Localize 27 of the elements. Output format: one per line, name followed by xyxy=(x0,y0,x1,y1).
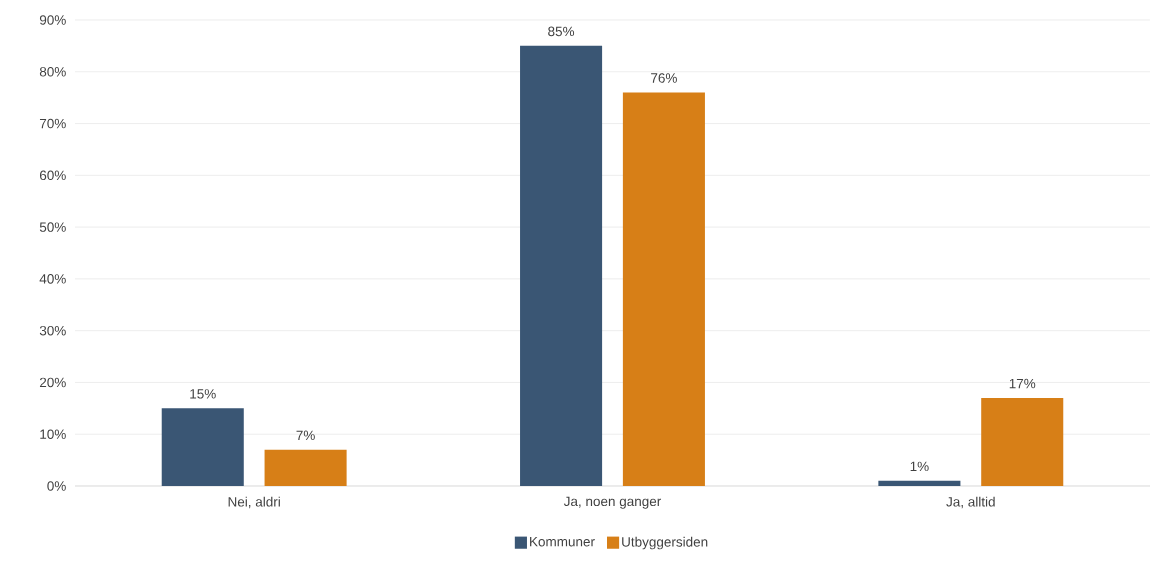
bar xyxy=(264,449,347,486)
data-label: 7% xyxy=(296,430,315,441)
x-tick-label: Nei, aldri xyxy=(228,496,280,509)
y-tick-label: 70% xyxy=(39,118,66,129)
x-tick-label: Ja, alltid xyxy=(946,496,995,509)
y-tick-label: 90% xyxy=(39,15,66,25)
bar xyxy=(878,480,961,486)
data-label: 76% xyxy=(651,73,677,83)
bar xyxy=(161,408,244,486)
legend-label: Utbyggersiden xyxy=(622,536,708,550)
x-tick-label: Ja, noen ganger xyxy=(563,496,662,509)
y-tick-label: 20% xyxy=(39,377,66,388)
data-label: 1% xyxy=(910,461,929,472)
y-tick-label: 60% xyxy=(39,170,66,181)
y-tick-label: 40% xyxy=(39,274,66,284)
bar xyxy=(981,397,1064,486)
y-tick-label: 50% xyxy=(39,222,66,232)
bar xyxy=(622,92,705,486)
y-tick-label: 80% xyxy=(39,66,66,77)
y-tick-label: 0% xyxy=(47,481,66,491)
legend-label: Kommuner xyxy=(530,537,595,547)
data-label: 15% xyxy=(190,389,216,399)
y-tick-label: 30% xyxy=(39,325,66,336)
data-label: 85% xyxy=(548,26,575,37)
y-tick-label: 10% xyxy=(40,429,66,439)
bar xyxy=(520,45,603,486)
data-label: 17% xyxy=(1009,378,1036,389)
